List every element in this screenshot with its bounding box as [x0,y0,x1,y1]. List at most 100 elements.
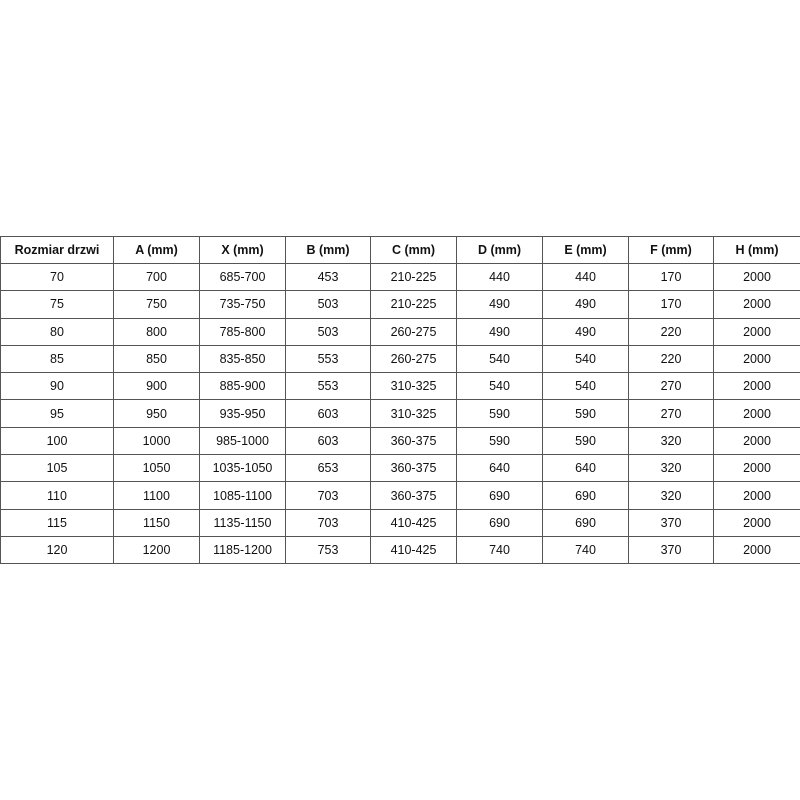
table-cell: 690 [542,508,629,537]
table-cell: 2000 [713,454,800,483]
table-cell: 653 [285,454,371,483]
table-cell: 1100 [113,481,200,510]
column-header: E (mm) [542,236,629,264]
table-cell: 320 [628,481,714,510]
table-cell: 210-225 [370,290,457,319]
table-cell: 835-850 [199,344,286,374]
table-cell: 440 [542,262,629,292]
table-cell: 690 [456,508,543,537]
table-row: 120 1200 1185-1200 753 410-425 740 740 370 2000 [0,535,800,565]
table-header-row: Rozmiar drzwi A (mm) X (mm) B (mm) C (mm) D (… [0,236,800,264]
table-cell: 603 [285,426,371,456]
table-cell: 703 [285,508,371,537]
table-cell: 1050 [113,454,200,483]
table-cell: 2000 [713,481,800,510]
table-cell: 985-1000 [199,426,286,456]
table-cell: 310-325 [370,372,457,401]
table-cell: 453 [285,262,371,292]
table-cell: 753 [285,535,371,565]
table-cell: 503 [285,290,371,319]
table-row: 100 1000 985-1000 603 360-375 590 590 320 2000 [0,426,800,456]
door-size-table: Rozmiar drzwi A (mm) X (mm) B (mm) C (mm) D (… [0,236,800,565]
table-cell: 310-325 [370,399,457,428]
table-cell: 170 [628,290,714,319]
table-cell: 900 [113,372,200,401]
table-cell: 95 [0,399,114,428]
table-cell: 360-375 [370,426,457,456]
table-row: 90 900 885-900 553 310-325 540 540 270 2000 [0,372,800,401]
table-cell: 80 [0,317,114,346]
table-cell: 110 [0,481,114,510]
table-cell: 590 [542,399,629,428]
table-cell: 2000 [713,344,800,374]
table-cell: 170 [628,262,714,292]
table-cell: 490 [456,317,543,346]
table-cell: 370 [628,508,714,537]
table-cell: 590 [542,426,629,456]
table-cell: 740 [542,535,629,565]
table-cell: 210-225 [370,262,457,292]
table-cell: 850 [113,344,200,374]
table-cell: 2000 [713,290,800,319]
table-cell: 1185-1200 [199,535,286,565]
table-row: 85 850 835-850 553 260-275 540 540 220 2000 [0,344,800,374]
column-header: F (mm) [628,236,714,264]
table-cell: 690 [542,481,629,510]
table-cell: 260-275 [370,344,457,374]
table-cell: 490 [456,290,543,319]
table-cell: 270 [628,372,714,401]
column-header: C (mm) [370,236,457,264]
table-row: 75 750 735-750 503 210-225 490 490 170 2000 [0,290,800,319]
table-cell: 700 [113,262,200,292]
table-cell: 950 [113,399,200,428]
table-cell: 503 [285,317,371,346]
column-header: H (mm) [713,236,800,264]
table-row: 80 800 785-800 503 260-275 490 490 220 2000 [0,317,800,346]
table-cell: 540 [542,344,629,374]
column-header: D (mm) [456,236,543,264]
table-cell: 735-750 [199,290,286,319]
table-cell: 490 [542,290,629,319]
table-cell: 785-800 [199,317,286,346]
table-cell: 540 [542,372,629,401]
table-cell: 1085-1100 [199,481,286,510]
table-cell: 260-275 [370,317,457,346]
table-cell: 640 [456,454,543,483]
table-cell: 120 [0,535,114,565]
table-cell: 540 [456,372,543,401]
table-cell: 2000 [713,535,800,565]
table-cell: 1000 [113,426,200,456]
table-cell: 220 [628,344,714,374]
table-cell: 2000 [713,317,800,346]
table-cell: 750 [113,290,200,319]
table-cell: 2000 [713,262,800,292]
table-cell: 1150 [113,508,200,537]
table-cell: 2000 [713,426,800,456]
column-header: X (mm) [199,236,286,264]
table-cell: 603 [285,399,371,428]
table-cell: 270 [628,399,714,428]
table-row: 70 700 685-700 453 210-225 440 440 170 2000 [0,262,800,292]
table-row: 95 950 935-950 603 310-325 590 590 270 2000 [0,399,800,428]
table-cell: 690 [456,481,543,510]
table-cell: 540 [456,344,543,374]
table-cell: 410-425 [370,508,457,537]
table-cell: 800 [113,317,200,346]
table-cell: 640 [542,454,629,483]
table-cell: 2000 [713,399,800,428]
table-cell: 115 [0,508,114,537]
table-row: 110 1100 1085-1100 703 360-375 690 690 320 2000 [0,481,800,510]
table-cell: 220 [628,317,714,346]
table-row: 115 1150 1135-1150 703 410-425 690 690 370 2000 [0,508,800,537]
table-cell: 1200 [113,535,200,565]
table-cell: 553 [285,372,371,401]
table-cell: 590 [456,426,543,456]
table-cell: 85 [0,344,114,374]
table-body: 70 700 685-700 453 210-225 440 440 170 2000 75 750… [0,262,800,565]
table-cell: 885-900 [199,372,286,401]
table-cell: 410-425 [370,535,457,565]
table-cell: 105 [0,454,114,483]
table-cell: 70 [0,262,114,292]
table-cell: 490 [542,317,629,346]
table-cell: 685-700 [199,262,286,292]
